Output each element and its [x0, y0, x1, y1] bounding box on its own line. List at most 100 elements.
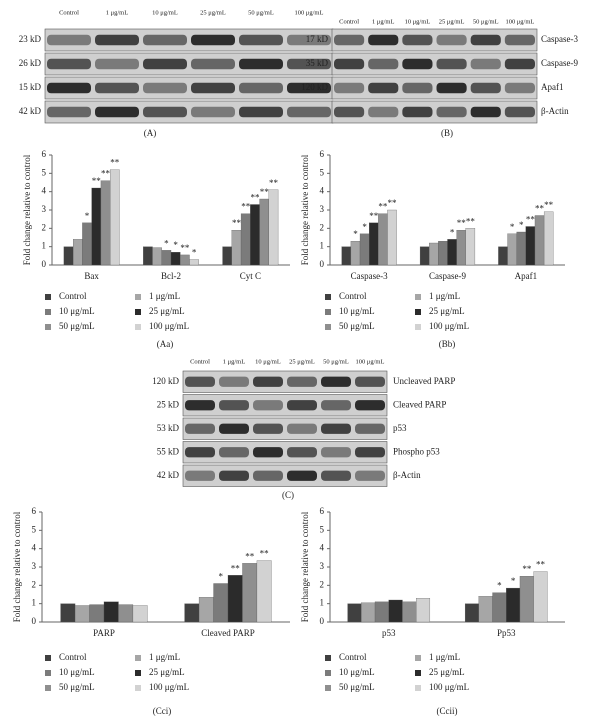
band — [95, 106, 139, 118]
protein-label: p53 — [393, 423, 407, 433]
legend-swatch — [415, 309, 421, 315]
legend-swatch — [45, 309, 51, 315]
legend-swatch — [415, 655, 421, 661]
band — [436, 82, 467, 94]
y-tick-label: 6 — [320, 149, 325, 159]
band — [436, 58, 467, 70]
bar — [110, 169, 120, 266]
legend-label: 25 μg/mL — [149, 306, 185, 316]
legend-label: 25 μg/mL — [429, 667, 465, 677]
legend-label: Control — [339, 652, 367, 662]
blot-strip — [182, 441, 388, 464]
band — [287, 470, 317, 481]
legend-swatch — [325, 685, 331, 691]
x-tick-label: Apaf1 — [515, 271, 538, 281]
band — [504, 58, 535, 70]
bar — [63, 246, 74, 266]
significance: * — [353, 229, 358, 239]
y-tick-label: 6 — [320, 506, 325, 516]
bar — [143, 246, 153, 266]
lane-label: 10 μg/mL — [405, 18, 431, 25]
band — [287, 34, 331, 46]
significance: ** — [110, 158, 120, 168]
significance: ** — [92, 176, 102, 186]
significance: ** — [260, 549, 270, 559]
band — [355, 400, 385, 411]
panel-caption: (A) — [144, 128, 157, 138]
bar — [132, 605, 148, 623]
y-tick-label: 2 — [320, 222, 325, 232]
x-tick-label: Caspase-3 — [351, 271, 388, 281]
bar — [464, 603, 479, 623]
kd-label: 53 kD — [157, 423, 180, 433]
legend-swatch — [415, 324, 421, 330]
legend-label: 50 μg/mL — [339, 682, 375, 692]
bar — [256, 560, 272, 623]
bar — [429, 242, 439, 266]
y-axis-label: Fold change relative to control — [300, 511, 310, 622]
legend-label: 1 μg/mL — [429, 291, 460, 301]
bar — [533, 571, 548, 623]
chart-caption: (Cci) — [153, 706, 172, 716]
legend-label: 100 μg/mL — [429, 682, 469, 692]
panel-caption: (B) — [441, 128, 453, 138]
lane-label: 50 μg/mL — [323, 358, 349, 365]
kd-label: 120 kD — [152, 376, 179, 386]
band — [355, 447, 385, 458]
band — [321, 423, 351, 434]
band — [47, 34, 91, 46]
y-tick-label: 0 — [42, 259, 47, 269]
band — [47, 58, 91, 70]
band — [470, 106, 501, 118]
y-tick-label: 4 — [42, 186, 47, 196]
x-tick-label: Bcl-2 — [161, 271, 181, 281]
bar — [447, 239, 457, 266]
x-tick-label: Caspase-9 — [429, 271, 466, 281]
y-tick-label: 6 — [32, 506, 37, 516]
y-tick-label: 2 — [320, 579, 325, 589]
bar — [170, 252, 181, 266]
legend-label: 25 μg/mL — [429, 306, 465, 316]
lane-label: 100 μg/mL — [505, 18, 534, 25]
significance: ** — [378, 202, 388, 212]
lane-label: Control — [339, 18, 359, 25]
significance: ** — [180, 243, 190, 253]
bar — [387, 209, 397, 266]
band — [355, 376, 385, 387]
band — [253, 400, 283, 411]
band — [95, 58, 139, 70]
bar — [465, 228, 476, 266]
band — [504, 106, 535, 118]
protein-label: Phospho p53 — [393, 446, 440, 456]
protein-label: β-Actin — [393, 470, 421, 480]
lane-label: 50 μg/mL — [473, 18, 499, 25]
band — [239, 106, 283, 118]
band — [287, 400, 317, 411]
lane-label: Control — [59, 9, 79, 16]
blot-strip — [331, 100, 538, 124]
legend-label: Control — [59, 291, 87, 301]
band — [334, 34, 365, 46]
band — [191, 106, 235, 118]
legend-swatch — [325, 309, 331, 315]
bar — [419, 246, 430, 266]
bar — [152, 247, 162, 266]
significance: * — [497, 581, 502, 591]
bar — [492, 592, 507, 623]
lane-label: 100 μg/mL — [295, 9, 324, 16]
bar — [359, 233, 370, 266]
kd-label: 55 kD — [157, 446, 180, 456]
y-tick-label: 3 — [32, 561, 37, 571]
bar — [89, 604, 105, 623]
band — [219, 447, 249, 458]
bar — [361, 602, 376, 623]
legend-swatch — [325, 294, 331, 300]
band — [185, 447, 215, 458]
protein-label: Cleaved PARP — [393, 399, 446, 409]
bar — [184, 603, 200, 623]
bar — [341, 246, 352, 266]
band — [402, 106, 433, 118]
protein-label: Uncleaved PARP — [393, 376, 455, 386]
lane-label: 25 μg/mL — [439, 18, 465, 25]
band — [504, 82, 535, 94]
